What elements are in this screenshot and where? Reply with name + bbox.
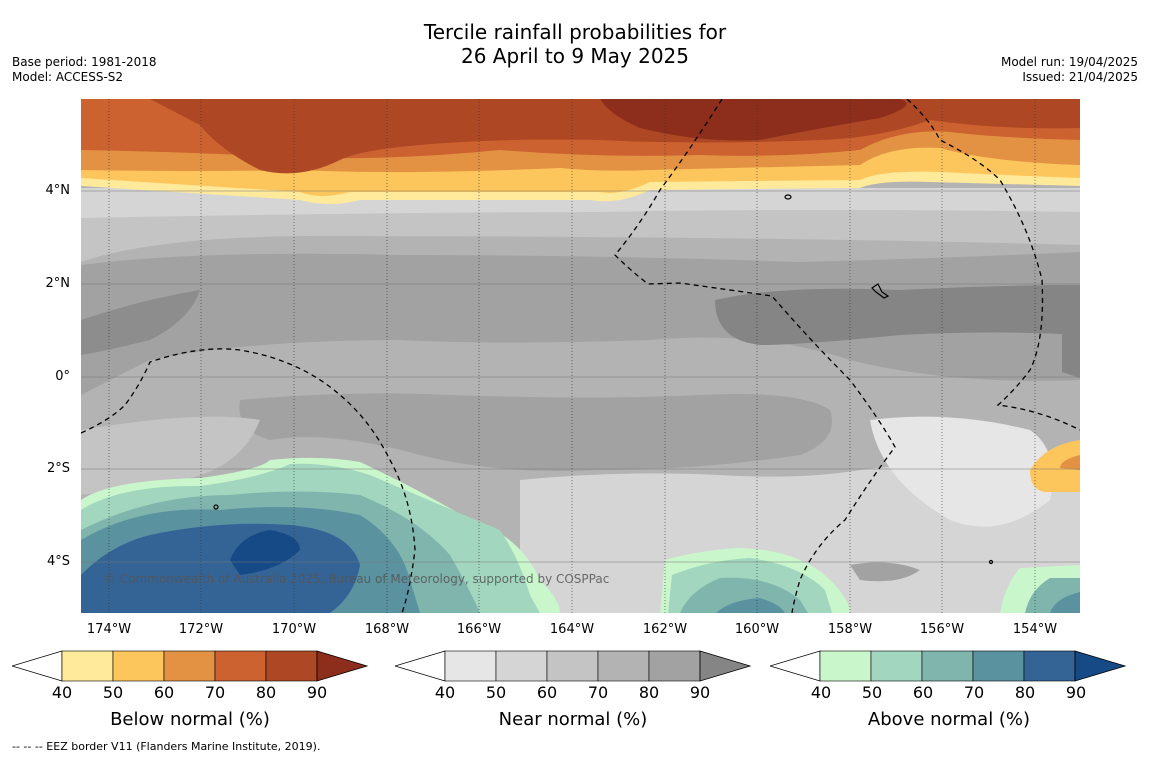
near-normal-core-edge	[1062, 320, 1080, 378]
lat-label: 2°S	[46, 461, 70, 476]
colorbar-tick: 90	[1065, 683, 1087, 702]
near-normal-core-east	[715, 285, 1080, 345]
colorbar-tick: 50	[485, 683, 507, 702]
lon-label: 168°W	[364, 622, 410, 637]
near-normal-patch-southeast	[850, 562, 920, 582]
colorbar-segment	[214, 650, 267, 682]
colorbar-extend-low	[395, 650, 446, 682]
colorbar-extend-high	[699, 650, 752, 682]
chart-title-line2: 26 April to 9 May 2025	[461, 44, 689, 68]
chart-title-line1: Tercile rainfall probabilities for	[423, 20, 727, 44]
above-normal-90-plus	[230, 530, 300, 575]
colorbar-title-near: Near normal (%)	[498, 709, 648, 730]
map-fields	[81, 99, 1080, 613]
colorbar-tick: 70	[587, 683, 609, 702]
copyright-notice: © Commonwealth of Australia 2025, Bureau…	[104, 572, 610, 586]
colorbar-segment	[819, 650, 872, 682]
lon-label: 172°W	[178, 622, 224, 637]
lat-label: 2°N	[45, 276, 71, 291]
colorbar-tick: 50	[861, 683, 883, 702]
colorbar-extend-high	[1074, 650, 1127, 682]
colorbar-extend-high	[316, 650, 369, 682]
colorbar-segment	[597, 650, 650, 682]
near-normal-lobe-south	[239, 393, 832, 471]
colorbar-segment	[444, 650, 497, 682]
colorbar-segment	[495, 650, 548, 682]
colorbar-segment	[546, 650, 599, 682]
colorbar-tick: 40	[434, 683, 456, 702]
colorbar-tick: 40	[810, 683, 832, 702]
colorbar-extend-low	[12, 650, 63, 682]
lon-label: 164°W	[549, 622, 595, 637]
eez-border-note: -- -- -- EEZ border V11 (Flanders Marine…	[12, 740, 321, 753]
eez-borders	[81, 99, 1080, 613]
colorbar-tick: 60	[912, 683, 934, 702]
lon-label: 160°W	[734, 622, 780, 637]
lat-label: 0°	[55, 369, 70, 384]
lon-label: 170°W	[271, 622, 317, 637]
near-normal-band-southwest	[81, 416, 260, 495]
colorbar-title-below: Below normal (%)	[110, 709, 270, 730]
lat-label: 4°S	[46, 554, 70, 569]
below-normal-90-plus	[600, 99, 907, 141]
model-label: Model: ACCESS-S2	[12, 70, 124, 84]
lon-label: 174°W	[86, 622, 132, 637]
near-normal-band-middle	[81, 252, 1080, 395]
lon-label: 156°W	[919, 622, 965, 637]
colorbar-tick: 40	[51, 683, 73, 702]
colorbar-tick: 60	[153, 683, 175, 702]
near-normal-core-west	[81, 290, 200, 355]
issued-label: Issued: 21/04/2025	[1022, 70, 1138, 84]
colorbar-tick: 80	[638, 683, 660, 702]
colorbar-segment	[163, 650, 216, 682]
below-normal-patch-east	[1030, 440, 1080, 492]
colorbar-segment	[61, 650, 114, 682]
colorbar-tick: 70	[204, 683, 226, 702]
colorbar-tick: 50	[102, 683, 124, 702]
colorbar-tick: 80	[255, 683, 277, 702]
colorbar-tick: 70	[963, 683, 985, 702]
colorbar-tick: 90	[689, 683, 711, 702]
colorbar-tick: 90	[306, 683, 328, 702]
lon-label: 154°W	[1012, 622, 1058, 637]
colorbar-segment	[648, 650, 701, 682]
base-period-label: Base period: 1981-2018	[12, 55, 157, 69]
colorbar-above-normal	[770, 650, 1127, 682]
lon-label: 166°W	[456, 622, 502, 637]
colorbar-below-normal	[12, 650, 369, 682]
model-run-label: Model run: 19/04/2025	[1000, 55, 1138, 69]
colorbar-title-above: Above normal (%)	[867, 709, 1031, 730]
below-normal-patch-east-core	[1060, 455, 1080, 470]
above-normal-patch-south-70	[716, 598, 785, 613]
colorbar-tick: 80	[1014, 683, 1036, 702]
above-normal-patch-south-60	[680, 577, 808, 613]
colorbar-segment	[870, 650, 923, 682]
colorbar-near-normal	[395, 650, 752, 682]
colorbar-segment	[1023, 650, 1076, 682]
lat-label: 4°N	[45, 183, 71, 198]
near-normal-light-east	[870, 416, 1053, 527]
colorbar-tick: 60	[536, 683, 558, 702]
colorbar-segment	[112, 650, 165, 682]
above-normal-patch-southeast-70	[1050, 592, 1080, 613]
colorbar-extend-low	[770, 650, 821, 682]
lon-label: 162°W	[642, 622, 688, 637]
colorbar-segment	[921, 650, 974, 682]
colorbar-segment	[265, 650, 318, 682]
colorbar-segment	[972, 650, 1025, 682]
lon-label: 158°W	[827, 622, 873, 637]
islands	[213, 194, 994, 565]
